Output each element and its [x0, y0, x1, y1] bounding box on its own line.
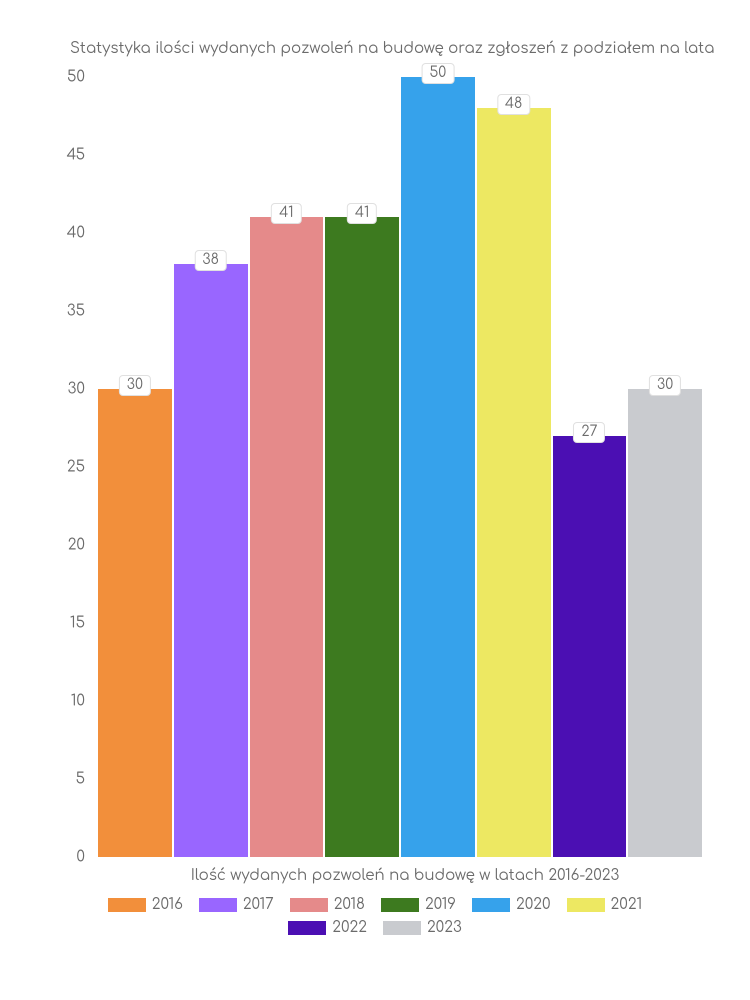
y-tick: 10	[45, 693, 85, 710]
bar-value-label: 30	[649, 375, 681, 396]
bar-2017: 38	[174, 264, 248, 857]
legend-label: 2023	[427, 919, 462, 936]
bar-2019: 41	[325, 217, 399, 857]
chart-title: Statystyka ilości wydanych pozwoleń na b…	[70, 40, 720, 57]
y-tick: 30	[45, 381, 85, 398]
y-axis: 50 45 40 35 30 25 20 15 10 5 0	[45, 77, 85, 857]
y-tick: 50	[45, 69, 85, 86]
legend-item-2021: 2021	[567, 896, 643, 913]
bar-2021: 48	[477, 108, 551, 857]
bar-value-label: 27	[573, 422, 605, 443]
bars-group: 30 38 41 41 50 48 27 30	[90, 77, 710, 857]
legend-item-2019: 2019	[381, 896, 456, 913]
legend-label: 2020	[516, 896, 551, 913]
legend-item-2023: 2023	[383, 919, 462, 936]
legend-swatch	[383, 921, 421, 935]
legend-swatch	[290, 898, 328, 912]
bar-value-label: 50	[421, 63, 454, 84]
legend-label: 2017	[243, 896, 274, 913]
legend-label: 2022	[332, 919, 367, 936]
legend-item-2018: 2018	[290, 896, 365, 913]
bar-2018: 41	[250, 217, 324, 857]
legend-item-2022: 2022	[288, 919, 367, 936]
bar-value-label: 41	[271, 203, 301, 224]
bar-2020: 50	[401, 77, 475, 857]
plot-area: 50 45 40 35 30 25 20 15 10 5 0 30 38 41 …	[90, 77, 710, 857]
y-tick: 20	[45, 537, 85, 554]
bar-value-label: 38	[194, 250, 227, 271]
legend-swatch	[567, 898, 605, 912]
legend-item-2016: 2016	[108, 896, 183, 913]
y-tick: 15	[45, 615, 85, 632]
chart-container: Statystyka ilości wydanych pozwoleń na b…	[0, 0, 750, 1000]
bar-2023: 30	[628, 389, 702, 857]
legend-item-2020: 2020	[472, 896, 551, 913]
bar-2022: 27	[553, 436, 627, 857]
y-tick: 35	[45, 303, 85, 320]
y-tick: 0	[45, 849, 85, 866]
bar-value-label: 30	[119, 375, 151, 396]
bar-value-label: 48	[497, 94, 530, 115]
legend-swatch	[381, 898, 419, 912]
legend-label: 2016	[152, 896, 183, 913]
bar-value-label: 41	[347, 203, 377, 224]
x-axis-label: Ilość wydanych pozwoleń na budowę w lata…	[90, 867, 720, 884]
y-tick: 45	[45, 147, 85, 164]
legend-swatch	[288, 921, 326, 935]
legend-swatch	[472, 898, 510, 912]
legend-swatch	[199, 898, 237, 912]
bar-2016: 30	[98, 389, 172, 857]
legend-swatch	[108, 898, 146, 912]
legend-label: 2019	[425, 896, 456, 913]
legend-item-2017: 2017	[199, 896, 274, 913]
y-tick: 5	[45, 771, 85, 788]
y-tick: 25	[45, 459, 85, 476]
legend-label: 2021	[611, 896, 643, 913]
y-tick: 40	[45, 225, 85, 242]
legend: 2016 2017 2018 2019 2020 2021 2022 2023	[30, 896, 720, 936]
legend-label: 2018	[334, 896, 365, 913]
